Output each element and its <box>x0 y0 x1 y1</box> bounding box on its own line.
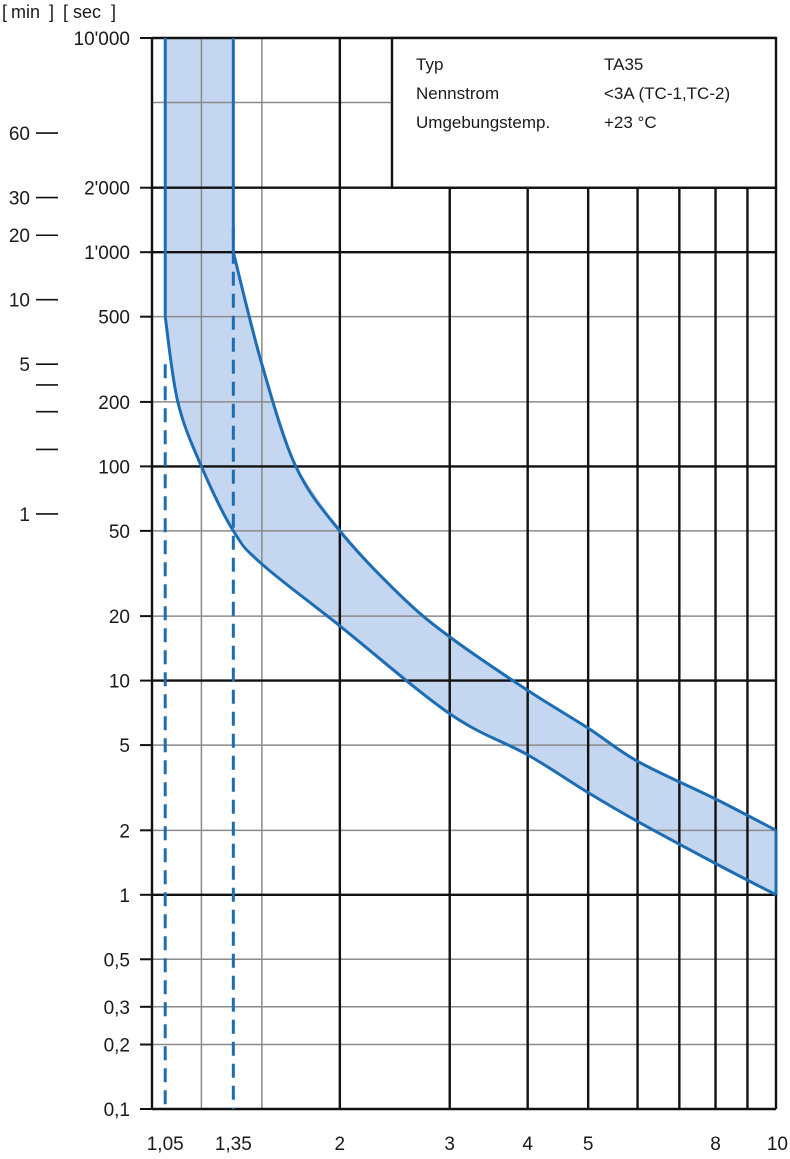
sec-bracket-close: ] <box>111 2 116 22</box>
y-tick-label: 0,1 <box>104 1100 130 1121</box>
min-tick-label: 10 <box>9 291 30 312</box>
y-tick-label: 20 <box>109 607 130 628</box>
min-tick-label: 60 <box>9 124 30 145</box>
y-tick-label: 0,5 <box>104 950 130 971</box>
x-tick-label: 10 <box>767 1134 788 1155</box>
x-tick-label: 1,35 <box>215 1134 252 1155</box>
y-tick-label: 2 <box>119 821 130 842</box>
y-tick-label: 200 <box>98 393 130 414</box>
min-tick-label: 20 <box>9 226 30 247</box>
x-tick-label: 8 <box>710 1134 721 1155</box>
x-tick-label: 1,05 <box>147 1134 184 1155</box>
y-tick-label: 0,3 <box>104 998 130 1019</box>
info-label: Typ <box>416 55 443 74</box>
info-box: Typ TA35 Nennstrom <3A (TC-1,TC-2) Umgebungs… <box>390 36 778 189</box>
x-tick-label: 3 <box>444 1134 455 1155</box>
y-axis-sec: 10'000 2'000 1'000 500 200 100 50 20 10 5 2 1 0,5 0,3… <box>74 29 152 1121</box>
sec-unit-label: sec <box>73 2 101 22</box>
info-value: +23 °C <box>604 113 657 132</box>
trip-curves <box>163 38 778 1109</box>
y-tick-label: 50 <box>109 522 130 543</box>
info-label: Umgebungstemp. <box>416 113 550 132</box>
lower-trip-curve <box>163 316 777 897</box>
x-tick-label: 2 <box>335 1134 346 1155</box>
axis-header: [ min ] [ sec ] <box>2 2 116 22</box>
upper-trip-curve <box>231 251 777 832</box>
sec-bracket-open: [ <box>63 2 68 22</box>
y-tick-label: 500 <box>98 308 130 329</box>
info-value: TA35 <box>604 55 643 74</box>
min-tick-label: 5 <box>19 355 30 376</box>
grid <box>150 36 778 1111</box>
x-tick-label: 4 <box>522 1134 533 1155</box>
info-box-frame <box>390 36 778 189</box>
info-value: <3A (TC-1,TC-2) <box>604 84 730 103</box>
y-tick-label: 10'000 <box>74 29 130 50</box>
min-unit-label: min <box>11 2 40 22</box>
y-tick-label: 2'000 <box>84 179 130 200</box>
min-tick-label: 1 <box>19 505 30 526</box>
x-tick-label: 5 <box>583 1134 594 1155</box>
info-label: Nennstrom <box>416 84 499 103</box>
min-bracket-open: [ <box>2 2 7 22</box>
y-tick-label: 1'000 <box>84 243 130 264</box>
min-bracket-close: ] <box>49 2 54 22</box>
y-axis-min: 60 30 20 10 5 1 <box>9 124 58 526</box>
y-tick-label: 5 <box>119 736 130 757</box>
x-axis: 1,05 1,35 2 3 4 5 8 10 <box>147 1134 788 1155</box>
y-tick-label: 100 <box>98 457 130 478</box>
y-tick-label: 0,2 <box>104 1036 130 1057</box>
y-tick-label: 10 <box>109 672 130 693</box>
min-tick-label: 30 <box>9 189 30 210</box>
y-tick-label: 1 <box>119 886 130 907</box>
